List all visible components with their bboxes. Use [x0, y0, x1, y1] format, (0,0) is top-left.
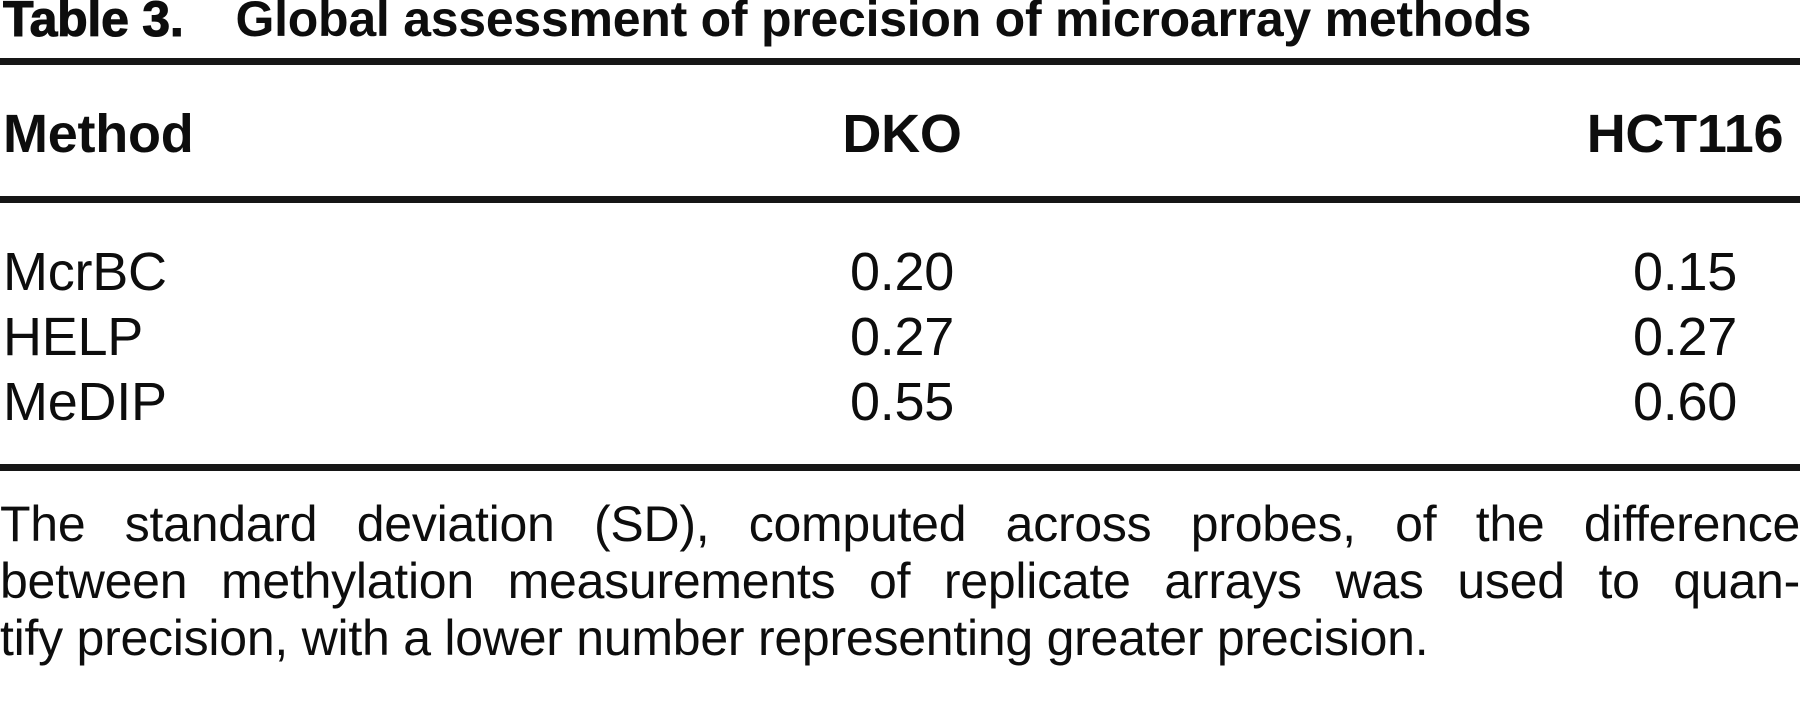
hct116-value-cell: 0.60 [1632, 372, 1738, 432]
table-body: McrBC 0.20 0.15 HELP 0.27 0.27 MeDIP 0.5… [0, 240, 1800, 435]
table-row: McrBC 0.20 0.15 [0, 240, 1800, 305]
table-header-row: Method DKO HCT116 [0, 104, 1800, 164]
dko-value-cell: 0.27 [849, 307, 955, 367]
column-header-dko: DKO [842, 104, 962, 164]
footnote-line: The standard deviation (SD), computed ac… [0, 496, 1800, 552]
dko-value-cell: 0.20 [849, 242, 955, 302]
table-label: Table 3. [2, 0, 184, 47]
method-cell: McrBC [3, 242, 167, 302]
column-header-hct116: HCT116 [1586, 104, 1784, 164]
table-row: HELP 0.27 0.27 [0, 305, 1800, 370]
method-cell: MeDIP [3, 372, 167, 432]
table-title: Global assessment of precision of microa… [235, 0, 1532, 47]
column-header-method: Method [3, 104, 194, 164]
column-spacer [1077, 110, 1570, 158]
dko-value-cell: 0.55 [849, 372, 955, 432]
divider-header [0, 196, 1800, 203]
column-spacer [1077, 305, 1570, 370]
hct116-value-cell: 0.15 [1632, 242, 1738, 302]
footnote-line: between methylation measurements of repl… [0, 553, 1800, 609]
divider-top [0, 58, 1800, 65]
column-spacer [1077, 240, 1570, 305]
hct116-value-cell: 0.27 [1632, 307, 1738, 367]
table-row: MeDIP 0.55 0.60 [0, 370, 1800, 435]
divider-bottom [0, 464, 1800, 471]
table-caption: Table 3. Global assessment of precision o… [2, 0, 1532, 47]
footnote-line: tify precision, with a lower number repr… [0, 610, 1429, 666]
column-spacer [1077, 370, 1570, 435]
method-cell: HELP [3, 307, 144, 367]
table-footnote: The standard deviation (SD), computed ac… [0, 496, 1800, 667]
